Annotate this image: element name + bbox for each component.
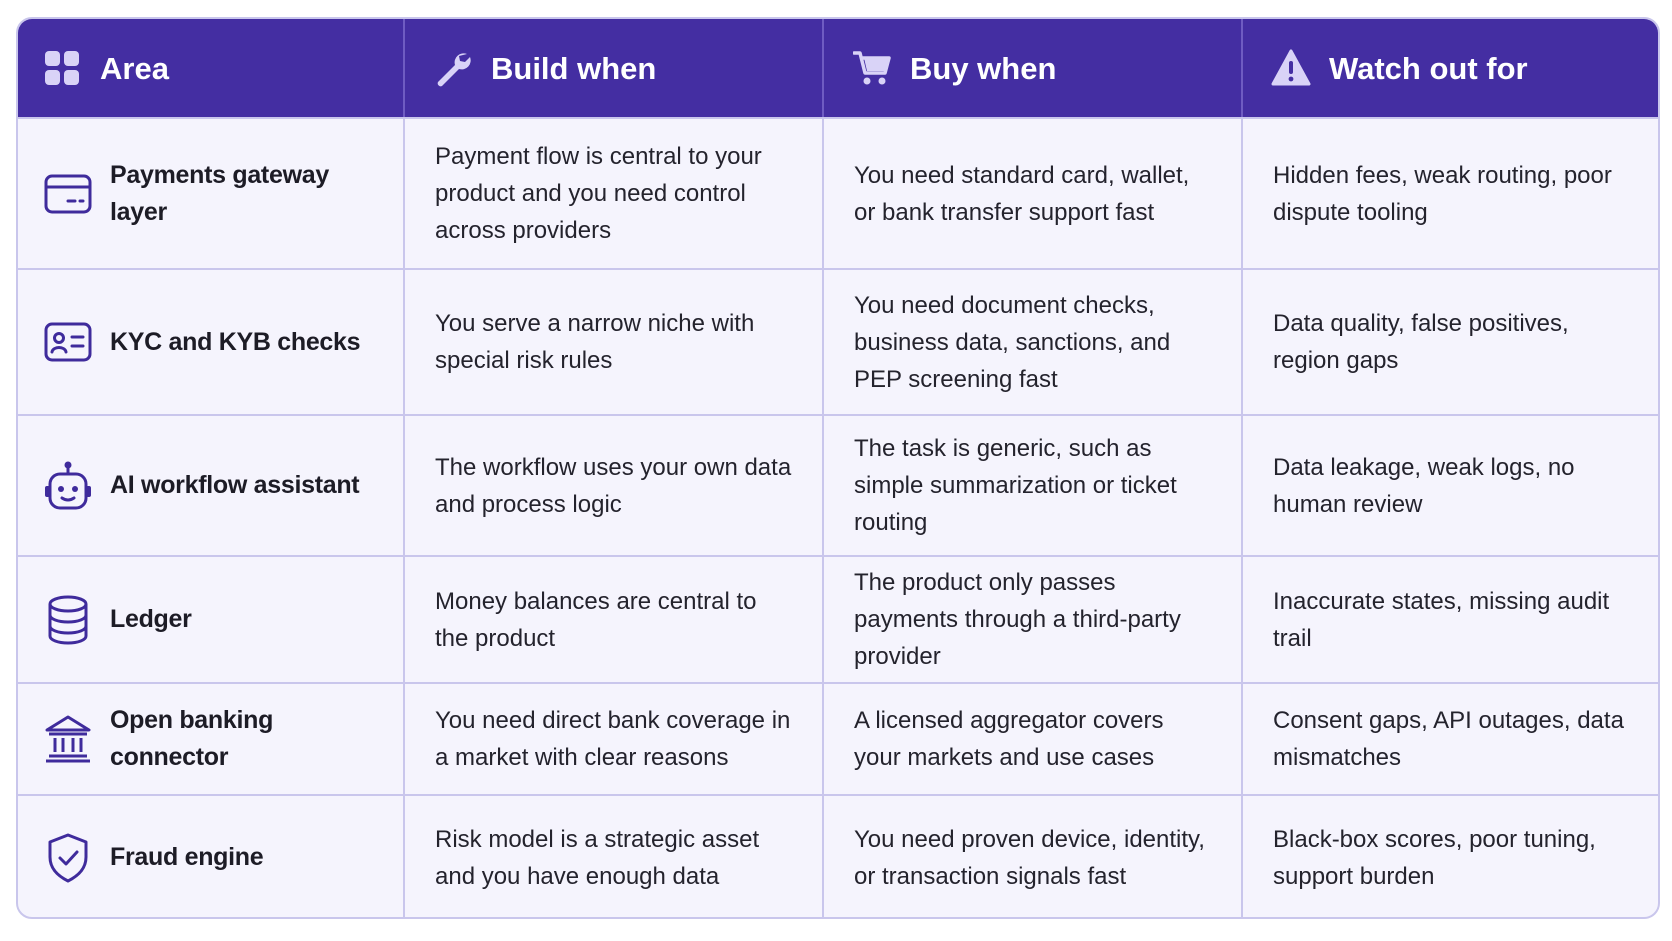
build-cell: The workflow uses your own data and proc…	[403, 416, 822, 555]
build-cell: Money balances are central to the produc…	[403, 557, 822, 682]
header-buy: Buy when	[822, 19, 1241, 117]
buy-cell: You need standard card, wallet, or bank …	[822, 119, 1241, 268]
wrench-icon	[433, 48, 473, 88]
area-label: AI workflow assistant	[110, 471, 360, 499]
warning-icon	[1271, 48, 1311, 88]
build-cell: You need direct bank coverage in a marke…	[403, 684, 822, 794]
area-label: Ledger	[110, 605, 192, 633]
header-build: Build when	[403, 19, 822, 117]
header-build-label: Build when	[491, 50, 657, 86]
buy-cell: A licensed aggregator covers your market…	[822, 684, 1241, 794]
area-label: Fraud engine	[110, 843, 264, 871]
header-area: Area	[18, 19, 403, 117]
credit-card-icon	[42, 168, 94, 220]
buy-cell: The task is generic, such as simple summ…	[822, 416, 1241, 555]
area-cell: Ledger	[18, 557, 403, 682]
table-row: Open banking connector You need direct b…	[18, 682, 1658, 794]
buy-cell: You need document checks, business data,…	[822, 270, 1241, 414]
watch-cell: Consent gaps, API outages, data mismatch…	[1241, 684, 1658, 794]
area-cell: KYC and KYB checks	[18, 270, 403, 414]
robot-icon	[42, 460, 94, 512]
table-header: Area Build when Buy when	[18, 19, 1658, 117]
watch-cell: Black-box scores, poor tuning, support b…	[1241, 796, 1658, 917]
grid-icon	[42, 48, 82, 88]
area-cell: Payments gateway layer	[18, 119, 403, 268]
build-cell: Risk model is a strategic asset and you …	[403, 796, 822, 917]
build-cell: You serve a narrow niche with special ri…	[403, 270, 822, 414]
watch-cell: Data leakage, weak logs, no human review	[1241, 416, 1658, 555]
build-vs-buy-table: Area Build when Buy when	[16, 17, 1660, 919]
table-row: Ledger Money balances are central to the…	[18, 555, 1658, 682]
area-label: Open banking connector	[110, 706, 274, 771]
table-row: AI workflow assistant The workflow uses …	[18, 414, 1658, 555]
header-area-label: Area	[100, 50, 169, 86]
area-label: KYC and KYB checks	[110, 327, 361, 356]
table-row: KYC and KYB checks You serve a narrow ni…	[18, 268, 1658, 414]
header-watch: Watch out for	[1241, 19, 1658, 117]
buy-cell: You need proven device, identity, or tra…	[822, 796, 1241, 917]
header-watch-label: Watch out for	[1329, 50, 1528, 86]
area-cell: Fraud engine	[18, 796, 403, 917]
area-cell: AI workflow assistant	[18, 416, 403, 555]
cart-icon	[852, 48, 892, 88]
watch-cell: Data quality, false positives, region ga…	[1241, 270, 1658, 414]
bank-icon	[42, 713, 94, 765]
header-buy-label: Buy when	[910, 50, 1057, 86]
area-label: Payments gateway layer	[110, 160, 329, 226]
table-row: Payments gateway layer Payment flow is c…	[18, 117, 1658, 268]
buy-cell: The product only passes payments through…	[822, 557, 1241, 682]
area-cell: Open banking connector	[18, 684, 403, 794]
shield-check-icon	[42, 832, 94, 884]
watch-cell: Inaccurate states, missing audit trail	[1241, 557, 1658, 682]
build-cell: Payment flow is central to your product …	[403, 119, 822, 268]
id-card-icon	[42, 316, 94, 368]
database-icon	[42, 594, 94, 646]
watch-cell: Hidden fees, weak routing, poor dispute …	[1241, 119, 1658, 268]
table-row: Fraud engine Risk model is a strategic a…	[18, 794, 1658, 917]
